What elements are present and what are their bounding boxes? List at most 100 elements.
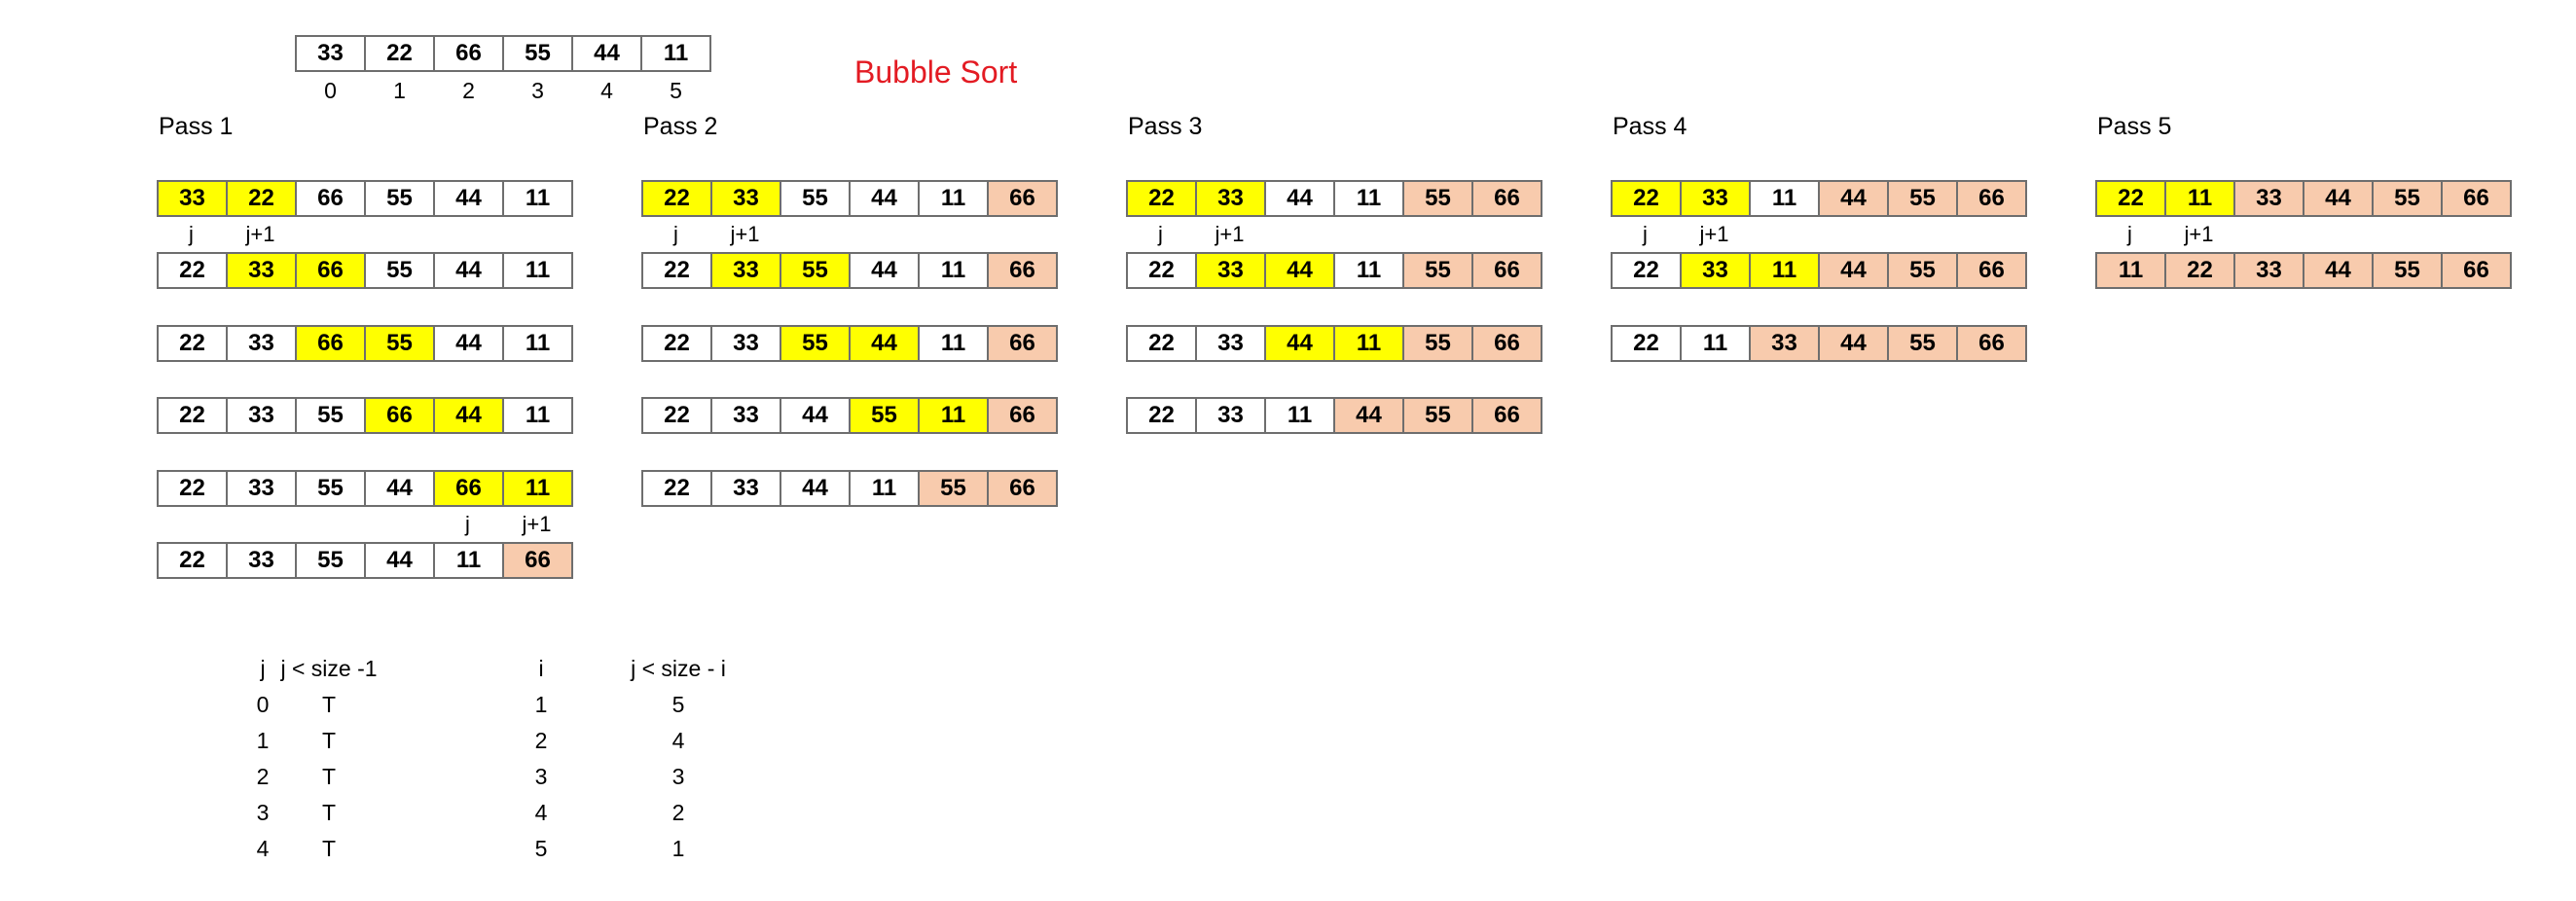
- array-cell: 22: [1613, 180, 1682, 217]
- pointer-label-j1: j+1: [2184, 222, 2214, 246]
- array-cell: 22: [1128, 397, 1197, 434]
- table-cell: 5: [671, 692, 685, 717]
- array-cell: 22: [643, 470, 712, 507]
- array-cell: 22: [159, 397, 228, 434]
- array-cell: 11: [851, 470, 920, 507]
- array-cell: 66: [1958, 325, 2027, 362]
- array-cell: 44: [1266, 252, 1335, 289]
- array-cell: 44: [1266, 180, 1335, 217]
- table-cell: 4: [256, 836, 270, 861]
- array-cell: 44: [2304, 252, 2374, 289]
- array-cell: 55: [1404, 180, 1473, 217]
- array-cell: 55: [1404, 397, 1473, 434]
- array-cell: 22: [159, 252, 228, 289]
- array-cell: 33: [1197, 397, 1266, 434]
- pointer-label-j1: j+1: [1215, 222, 1245, 246]
- pass-array-row: 33 22 66 55 44 11: [157, 180, 573, 217]
- array-cell: 44: [366, 542, 435, 579]
- array-cell: 11: [504, 252, 573, 289]
- array-cell: 11: [1335, 252, 1404, 289]
- array-cell: 33: [712, 325, 781, 362]
- index-label: 3: [531, 78, 544, 103]
- array-cell: 66: [1473, 397, 1542, 434]
- array-cell: 66: [297, 252, 366, 289]
- pass-label: Pass 3: [1128, 113, 1203, 140]
- array-cell: 44: [435, 252, 504, 289]
- array-cell: 44: [435, 180, 504, 217]
- pass-label: Pass 5: [2097, 113, 2172, 140]
- array-cell: 22: [1128, 180, 1197, 217]
- array-cell: 11: [2097, 252, 2166, 289]
- table-cell: T: [321, 692, 337, 717]
- array-cell: 55: [297, 397, 366, 434]
- pass-array-row: 22 33 11 44 55 66: [1611, 180, 2027, 217]
- array-cell: 44: [366, 470, 435, 507]
- index-label: 1: [393, 78, 406, 103]
- array-cell: 11: [1682, 325, 1751, 362]
- table-cell: T: [321, 836, 337, 861]
- table-cell: 5: [534, 836, 548, 861]
- table-cell: 1: [671, 836, 685, 861]
- array-cell: 44: [1820, 325, 1889, 362]
- array-cell: 33: [1682, 180, 1751, 217]
- pass-array-row: 22 33 44 11 55 66: [1126, 325, 1542, 362]
- array-cell: 11: [1266, 397, 1335, 434]
- array-cell: 11: [920, 325, 989, 362]
- array-cell: 22: [159, 542, 228, 579]
- array-cell: 22: [159, 470, 228, 507]
- table-header: i: [538, 656, 544, 681]
- array-cell: 44: [435, 325, 504, 362]
- array-cell: 55: [2374, 180, 2443, 217]
- array-cell: 11: [1751, 180, 1820, 217]
- array-cell: 66: [1473, 325, 1542, 362]
- index-label: 0: [324, 78, 337, 103]
- array-cell: 55: [297, 542, 366, 579]
- array-cell: 55: [781, 180, 851, 217]
- array-cell: 33: [228, 542, 297, 579]
- array-cell: 11: [920, 180, 989, 217]
- array-cell: 55: [781, 252, 851, 289]
- array-cell: 55: [1404, 325, 1473, 362]
- table-cell: 4: [534, 800, 548, 825]
- pointer-label-j: j: [673, 222, 678, 246]
- array-cell: 33: [228, 325, 297, 362]
- array-cell: 44: [851, 252, 920, 289]
- array-cell: 22: [643, 325, 712, 362]
- array-cell: 55: [366, 325, 435, 362]
- array-cell: 33: [712, 252, 781, 289]
- array-cell: 55: [1404, 252, 1473, 289]
- array-cell: 55: [920, 470, 989, 507]
- array-cell: 44: [781, 470, 851, 507]
- pass-array-row: 22 33 55 44 66 11: [157, 470, 573, 507]
- array-cell: 11: [1335, 325, 1404, 362]
- array-cell: 66: [1958, 252, 2027, 289]
- pass-array-row: 22 33 55 44 11 66: [641, 180, 1058, 217]
- array-cell: 66: [504, 542, 573, 579]
- array-cell: 44: [781, 397, 851, 434]
- table-cell: 0: [256, 692, 270, 717]
- array-cell: 33: [228, 252, 297, 289]
- array-cell: 11: [504, 470, 573, 507]
- array-cell: 66: [989, 180, 1058, 217]
- array-cell: 22: [2166, 252, 2235, 289]
- array-cell: 44: [1820, 252, 1889, 289]
- array-cell: 22: [1613, 325, 1682, 362]
- array-cell: 66: [366, 397, 435, 434]
- array-cell: 22: [1128, 325, 1197, 362]
- pointer-label-j1: j+1: [245, 222, 275, 246]
- index-label: 4: [600, 78, 613, 103]
- array-cell: 33: [1197, 252, 1266, 289]
- array-cell: 55: [1889, 180, 1958, 217]
- array-cell: 22: [1613, 252, 1682, 289]
- pass-array-row: 22 33 66 55 44 11: [157, 252, 573, 289]
- pointer-label-j: j: [465, 512, 470, 536]
- array-cell: 66: [989, 325, 1058, 362]
- array-cell: 55: [366, 252, 435, 289]
- array-cell: 66: [2443, 252, 2512, 289]
- array-cell: 33: [1197, 325, 1266, 362]
- array-cell: 11: [2166, 180, 2235, 217]
- pass-label: Pass 4: [1613, 113, 1687, 140]
- pass-array-row: 22 11 33 44 55 66: [1611, 325, 2027, 362]
- array-cell: 11: [642, 35, 711, 72]
- array-cell: 44: [2304, 180, 2374, 217]
